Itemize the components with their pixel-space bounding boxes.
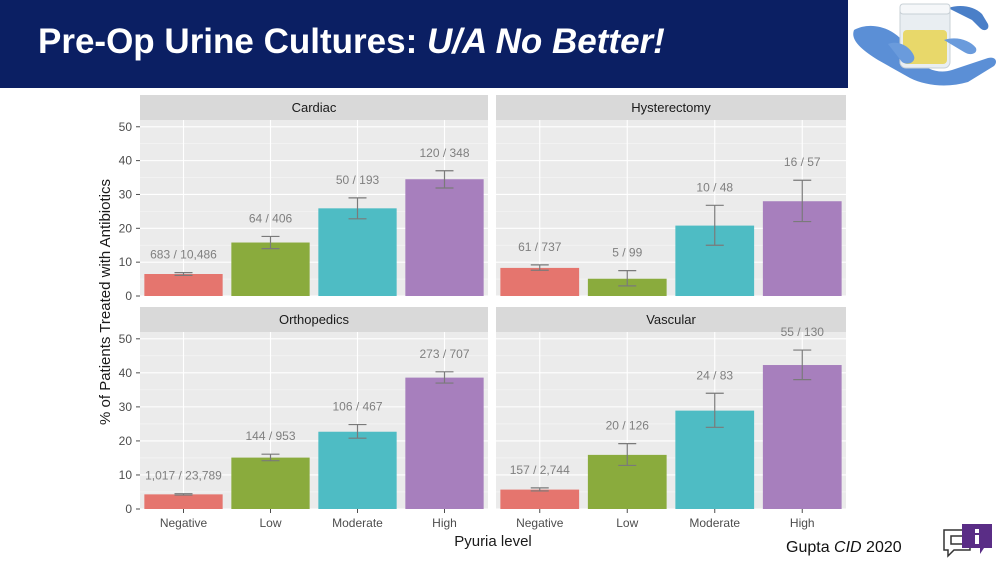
y-tick-label: 30	[119, 400, 133, 414]
data-label: 50 / 193	[336, 173, 380, 187]
feedback-chat-icon[interactable]	[940, 522, 996, 558]
data-label: 20 / 126	[606, 419, 650, 433]
chart-root: Cardiac 0 10 20 30 40 50 683 / 10,486 64 / 406 50…	[97, 95, 846, 550]
x-tick-label: High	[432, 516, 457, 530]
data-label: 120 / 348	[419, 146, 469, 160]
bar-low	[231, 242, 310, 296]
bar-low	[587, 278, 667, 296]
panel-strip	[496, 95, 846, 120]
data-label: 5 / 99	[612, 246, 642, 260]
panel-title: Hysterectomy	[631, 100, 711, 115]
data-label: 55 / 130	[781, 325, 825, 339]
panel-strip	[140, 95, 488, 120]
title-emphasis: U/A No Better!	[426, 22, 665, 61]
x-tick-label: Negative	[160, 516, 208, 530]
bar-negative	[500, 267, 580, 296]
x-tick-label: Low	[259, 516, 281, 530]
panel-title: Orthopedics	[279, 312, 350, 327]
faceted-bar-chart: Cardiac 0 10 20 30 40 50 683 / 10,486 64 / 406 50…	[97, 95, 846, 550]
y-tick-label: 20	[119, 221, 133, 235]
bar-negative	[144, 494, 223, 509]
panel-strip	[496, 307, 846, 332]
slide-title: Pre-Op Urine Cultures: U/A No Better!	[38, 22, 665, 62]
panel-strip	[140, 307, 488, 332]
bar-high	[405, 377, 484, 509]
y-tick-label: 50	[119, 120, 133, 134]
citation-author: Gupta	[786, 539, 835, 556]
y-tick-label: 0	[125, 502, 132, 516]
bar-negative	[144, 274, 223, 296]
y-tick-label: 10	[119, 255, 133, 269]
citation: Gupta CID 2020	[786, 539, 902, 557]
title-bar: Pre-Op Urine Cultures: U/A No Better!	[0, 0, 848, 88]
panel-cardiac: Cardiac 0 10 20 30 40 50 683 / 10,486 64 / 406 50…	[119, 95, 488, 303]
panel-orthopedics: Orthopedics 0 10 20 30 40 50 1,017 / 23,789 144 …	[119, 307, 488, 530]
data-label: 24 / 83	[696, 368, 733, 382]
title-main: Pre-Op Urine Cultures:	[38, 22, 427, 61]
bar-moderate	[318, 431, 397, 509]
x-tick-label: Negative	[516, 516, 564, 530]
y-tick-label: 50	[119, 332, 133, 346]
bar-high	[405, 179, 484, 296]
x-tick-label: High	[790, 516, 815, 530]
urine-sample-photo	[848, 0, 1000, 88]
y-tick-label: 0	[125, 289, 132, 303]
bar-negative	[500, 489, 580, 509]
data-label: 683 / 10,486	[150, 248, 217, 262]
data-label: 273 / 707	[419, 347, 469, 361]
data-label: 144 / 953	[245, 429, 295, 443]
data-label: 16 / 57	[784, 155, 821, 169]
data-label: 10 / 48	[696, 180, 733, 194]
data-label: 1,017 / 23,789	[145, 469, 222, 483]
x-tick-label: Moderate	[332, 516, 383, 530]
x-axis-title: Pyuria level	[454, 533, 532, 550]
data-label: 61 / 737	[518, 240, 562, 254]
x-tick-label: Moderate	[689, 516, 740, 530]
panel-hysterectomy: Hysterectomy 61 / 737 5 / 99 10 / 48 16 / 57	[496, 95, 846, 297]
y-axis-title: % of Patients Treated with Antibiotics	[97, 179, 114, 425]
x-tick-label: Low	[616, 516, 638, 530]
gloved-hand-urine-cup-image	[848, 0, 1000, 88]
bar-low	[231, 457, 310, 509]
citation-year: 2020	[861, 539, 902, 556]
y-tick-label: 10	[119, 468, 133, 482]
data-label: 106 / 467	[332, 400, 382, 414]
data-label: 157 / 2,744	[510, 463, 570, 477]
data-label: 64 / 406	[249, 211, 293, 225]
bar-high	[762, 365, 842, 509]
panel-title: Cardiac	[292, 100, 337, 115]
panel-vascular: Vascular 157 / 2,744 20 / 126 24 / 83 55 / 1…	[496, 307, 846, 530]
y-tick-label: 40	[119, 154, 133, 168]
bar-moderate	[318, 208, 397, 296]
y-tick-label: 30	[119, 187, 133, 201]
panel-title: Vascular	[646, 312, 696, 327]
y-tick-label: 20	[119, 434, 133, 448]
y-tick-label: 40	[119, 366, 133, 380]
citation-journal: CID	[834, 539, 862, 556]
